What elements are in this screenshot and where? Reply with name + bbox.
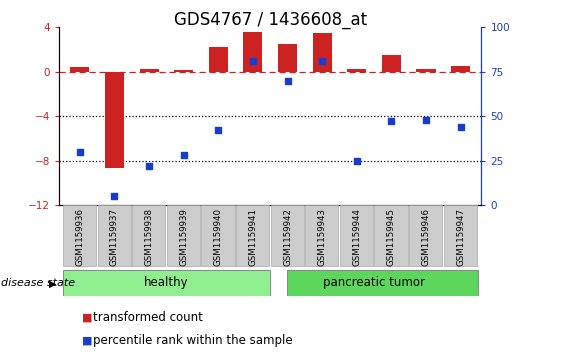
- Point: [179, 152, 188, 158]
- Point: [248, 58, 257, 64]
- FancyBboxPatch shape: [132, 205, 166, 266]
- Point: [456, 124, 465, 130]
- Text: GSM1159940: GSM1159940: [214, 208, 223, 266]
- Point: [145, 163, 154, 169]
- Bar: [105, 72, 124, 168]
- Point: [387, 119, 396, 125]
- Bar: [417, 69, 436, 72]
- Point: [214, 127, 223, 133]
- Text: transformed count: transformed count: [93, 311, 203, 324]
- FancyBboxPatch shape: [409, 205, 443, 266]
- Text: pancreatic tumor: pancreatic tumor: [323, 276, 425, 289]
- Point: [422, 117, 431, 123]
- FancyBboxPatch shape: [374, 205, 408, 266]
- Text: GSM1159944: GSM1159944: [352, 208, 361, 266]
- Text: GSM1159942: GSM1159942: [283, 208, 292, 266]
- Bar: [209, 47, 228, 72]
- Point: [283, 78, 292, 83]
- FancyBboxPatch shape: [305, 205, 338, 266]
- Text: GSM1159947: GSM1159947: [456, 208, 465, 266]
- Text: GSM1159939: GSM1159939: [179, 208, 188, 266]
- Text: ■: ■: [82, 335, 92, 346]
- FancyBboxPatch shape: [97, 205, 131, 266]
- FancyBboxPatch shape: [63, 270, 270, 296]
- FancyBboxPatch shape: [167, 205, 200, 266]
- Bar: [278, 44, 297, 72]
- Text: GSM1159946: GSM1159946: [422, 208, 431, 266]
- Text: GSM1159945: GSM1159945: [387, 208, 396, 266]
- Text: ▶: ▶: [49, 279, 56, 289]
- Bar: [451, 66, 470, 72]
- Text: disease state: disease state: [1, 278, 75, 288]
- Point: [318, 58, 327, 64]
- FancyBboxPatch shape: [202, 205, 235, 266]
- Bar: [243, 32, 262, 72]
- FancyBboxPatch shape: [236, 205, 269, 266]
- Text: GSM1159937: GSM1159937: [110, 208, 119, 266]
- Bar: [312, 33, 332, 72]
- Text: ■: ■: [82, 313, 92, 323]
- Text: GSM1159943: GSM1159943: [318, 208, 327, 266]
- FancyBboxPatch shape: [340, 205, 373, 266]
- Text: percentile rank within the sample: percentile rank within the sample: [93, 334, 293, 347]
- FancyBboxPatch shape: [287, 270, 478, 296]
- Bar: [70, 67, 90, 72]
- FancyBboxPatch shape: [444, 205, 477, 266]
- Bar: [382, 55, 401, 72]
- Text: GSM1159936: GSM1159936: [75, 208, 84, 266]
- Text: healthy: healthy: [144, 276, 189, 289]
- FancyBboxPatch shape: [63, 205, 96, 266]
- Text: GSM1159941: GSM1159941: [248, 208, 257, 266]
- Point: [75, 149, 84, 155]
- FancyBboxPatch shape: [271, 205, 304, 266]
- Text: GSM1159938: GSM1159938: [145, 208, 154, 266]
- Bar: [347, 69, 367, 72]
- Bar: [174, 70, 193, 72]
- Point: [352, 158, 361, 163]
- Bar: [140, 69, 159, 72]
- Point: [110, 193, 119, 199]
- Text: GDS4767 / 1436608_at: GDS4767 / 1436608_at: [173, 11, 367, 29]
